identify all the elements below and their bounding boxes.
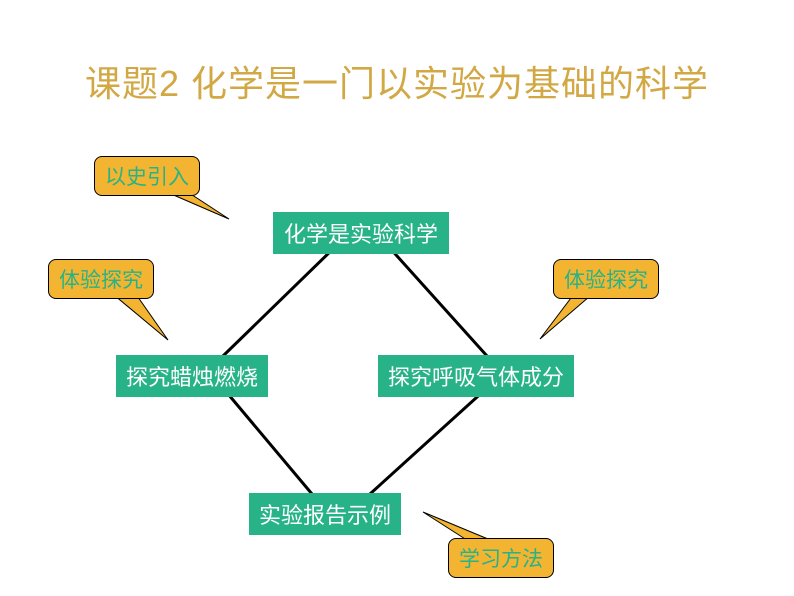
callout-experience-left: 体验探究 [48,259,154,299]
node-right: 探究呼吸气体成分 [378,355,574,397]
node-bottom: 实验报告示例 [249,493,401,535]
node-left: 探究蜡烛燃烧 [116,355,268,397]
callout-history: 以史引入 [94,156,200,196]
callout-experience-right: 体验探究 [553,259,659,299]
node-top: 化学是实验科学 [273,212,449,254]
callout-method: 学习方法 [448,538,554,578]
